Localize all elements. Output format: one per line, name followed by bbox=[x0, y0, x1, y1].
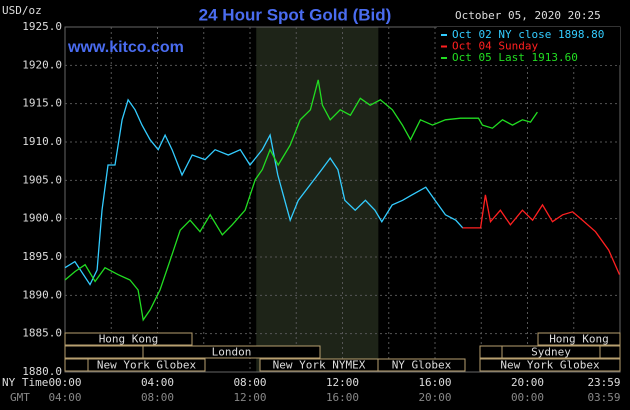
session-box bbox=[377, 358, 466, 372]
session-box bbox=[537, 332, 621, 346]
price-line bbox=[64, 79, 538, 322]
legend-label: Oct 05 Last 1913.60 bbox=[452, 51, 578, 64]
session-label: Hong Kong bbox=[99, 333, 159, 346]
x-axis-row-label: NY Time bbox=[2, 376, 48, 389]
session-label: Sydney bbox=[531, 346, 571, 359]
y-tick-label: 1905.0 bbox=[22, 173, 62, 186]
x-tick-label: 00:00 bbox=[48, 376, 81, 389]
chart-title: 24 Hour Spot Gold (Bid) bbox=[199, 5, 392, 24]
y-tick-label: 1925.0 bbox=[22, 20, 62, 33]
session-label: London bbox=[212, 346, 252, 359]
y-tick-label: 1900.0 bbox=[22, 212, 62, 225]
price-line bbox=[462, 194, 621, 275]
session-box bbox=[142, 345, 321, 359]
session-box bbox=[87, 358, 206, 372]
session-box bbox=[599, 345, 621, 359]
y-tick-label: 1885.0 bbox=[22, 327, 62, 340]
y-tick-label: 1915.0 bbox=[22, 97, 62, 110]
price-line bbox=[64, 98, 464, 286]
y-tick-label: 1880.0 bbox=[22, 365, 62, 378]
y-tick-label: 1920.0 bbox=[22, 58, 62, 71]
x-tick-label: 12:00 bbox=[326, 376, 359, 389]
highlight-band bbox=[256, 27, 379, 372]
x-axis-row-label: GMT bbox=[10, 391, 30, 404]
timestamp: October 05, 2020 20:25 bbox=[455, 9, 601, 22]
session-label: NY Globex bbox=[392, 359, 452, 372]
x-tick-label-gmt: 08:00 bbox=[141, 391, 174, 404]
session-label: New York NYMEX bbox=[273, 359, 366, 372]
session-label: New York Globex bbox=[500, 359, 600, 372]
session-box bbox=[64, 332, 193, 346]
x-tick-label-gmt: 20:00 bbox=[418, 391, 451, 404]
y-tick-label: 1895.0 bbox=[22, 250, 62, 263]
x-tick-label: 20:00 bbox=[511, 376, 544, 389]
x-tick-label-gmt: 00:00 bbox=[511, 391, 544, 404]
x-tick-label-gmt: 04:00 bbox=[48, 391, 81, 404]
session-label: Hong Kong bbox=[549, 333, 609, 346]
session-box bbox=[64, 345, 144, 359]
legend-box bbox=[437, 27, 620, 65]
x-tick-label-gmt: 12:00 bbox=[233, 391, 266, 404]
x-tick-label-gmt: 16:00 bbox=[326, 391, 359, 404]
x-tick-label: 16:00 bbox=[418, 376, 451, 389]
session-label: New York Globex bbox=[97, 359, 197, 372]
plot-frame bbox=[64, 26, 621, 373]
y-tick-label: 1910.0 bbox=[22, 135, 62, 148]
x-tick-label-gmt: 03:59 bbox=[587, 391, 620, 404]
session-box bbox=[479, 358, 621, 372]
site-label: www.kitco.com bbox=[67, 39, 184, 56]
legend-label: Oct 02 NY close 1898.80 bbox=[452, 28, 604, 41]
session-box bbox=[64, 358, 89, 372]
x-tick-label: 23:59 bbox=[587, 376, 620, 389]
y-tick-label: 1890.0 bbox=[22, 288, 62, 301]
session-box bbox=[479, 345, 503, 359]
x-tick-label: 04:00 bbox=[141, 376, 174, 389]
y-axis-label: USD/oz bbox=[2, 4, 42, 17]
x-tick-label: 08:00 bbox=[233, 376, 266, 389]
legend-label: Oct 04 Sunday bbox=[452, 40, 538, 53]
